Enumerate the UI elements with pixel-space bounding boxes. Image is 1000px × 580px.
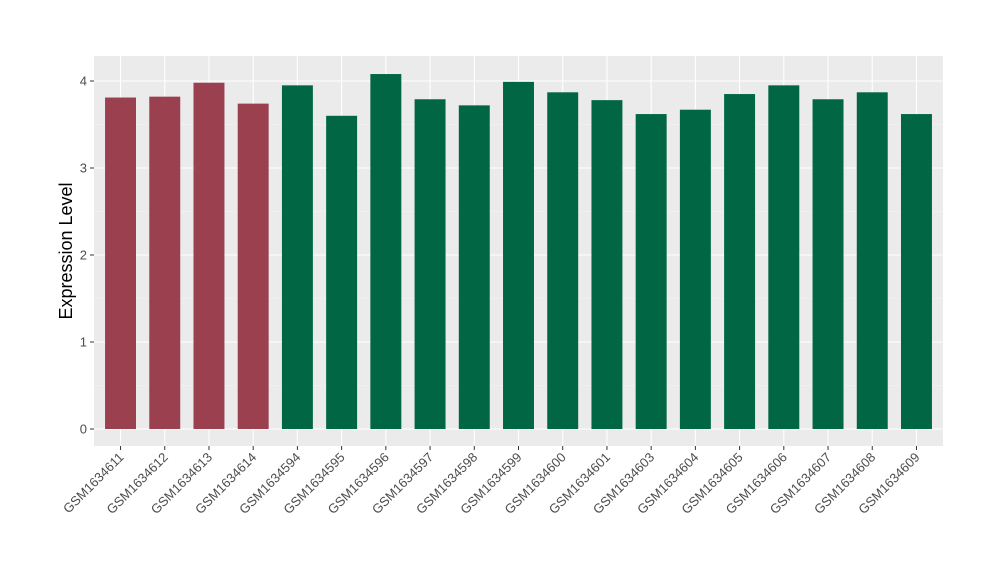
bar-GSM1634609 bbox=[900, 114, 932, 429]
y-axis: 0 1 2 3 4 bbox=[80, 74, 94, 437]
bar-GSM1634607 bbox=[812, 99, 844, 430]
bar-GSM1634601 bbox=[591, 100, 623, 429]
bar-GSM1634596 bbox=[370, 74, 402, 429]
bar-GSM1634613 bbox=[193, 82, 225, 430]
bar-GSM1634604 bbox=[679, 109, 711, 430]
bar-GSM1634611 bbox=[105, 97, 137, 429]
y-tick-label: 4 bbox=[80, 74, 87, 89]
bar-GSM1634603 bbox=[635, 114, 667, 429]
bar-GSM1634594 bbox=[281, 85, 313, 429]
y-tick-label: 3 bbox=[80, 161, 87, 176]
bars bbox=[105, 74, 932, 430]
bar-GSM1634600 bbox=[547, 92, 579, 429]
bar-GSM1634608 bbox=[856, 92, 888, 429]
y-tick-label: 1 bbox=[80, 335, 87, 350]
bar-GSM1634605 bbox=[724, 94, 756, 430]
y-tick-label: 2 bbox=[80, 248, 87, 263]
bar-GSM1634606 bbox=[768, 85, 800, 429]
y-tick-label: 0 bbox=[80, 422, 87, 437]
bar-GSM1634598 bbox=[458, 105, 490, 430]
bar-GSM1634599 bbox=[503, 81, 534, 430]
bar-GSM1634612 bbox=[149, 96, 181, 429]
bar-GSM1634614 bbox=[237, 103, 269, 430]
bar-GSM1634595 bbox=[326, 115, 358, 430]
bar-GSM1634597 bbox=[414, 99, 446, 430]
y-axis-title: Expression Level bbox=[56, 182, 76, 319]
x-axis: GSM1634611GSM1634612GSM1634613GSM1634614… bbox=[60, 446, 923, 517]
